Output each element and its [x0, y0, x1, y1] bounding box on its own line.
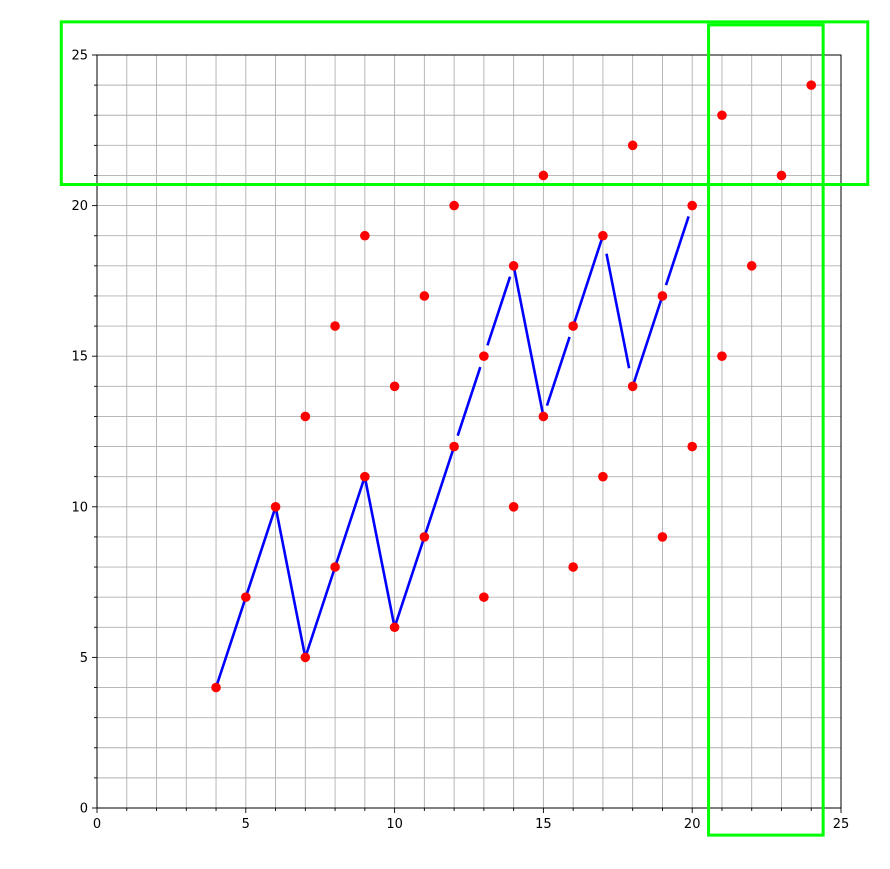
data-point — [598, 471, 608, 482]
data-point — [211, 682, 221, 693]
x-tick-label: 25 — [833, 817, 850, 832]
data-point — [687, 200, 697, 211]
data-point — [389, 622, 400, 633]
y-tick-label: 5 — [80, 651, 88, 666]
data-point — [806, 80, 817, 90]
axes — [96, 54, 842, 809]
data-point — [241, 592, 251, 602]
data-point — [717, 110, 727, 121]
data-point — [717, 351, 727, 362]
data-point — [508, 261, 519, 271]
line-segment — [456, 366, 482, 437]
data-point — [538, 170, 549, 181]
x-axis-tick-labels: 0 5 10 15 20 25 — [93, 817, 849, 832]
data-point — [300, 652, 311, 663]
data-point — [479, 351, 489, 362]
data-point — [300, 411, 311, 422]
data-point — [360, 471, 370, 482]
scatter-points — [211, 80, 817, 693]
data-point — [657, 291, 668, 301]
data-point — [330, 562, 340, 572]
data-point — [776, 170, 787, 181]
data-point — [479, 592, 489, 602]
highlight-box — [59, 20, 870, 187]
x-tick-label: 15 — [535, 817, 552, 832]
grid-lines — [96, 54, 842, 809]
data-point — [330, 321, 340, 331]
data-point — [657, 532, 668, 542]
x-tick-label: 10 — [386, 817, 403, 832]
data-point — [538, 411, 549, 422]
data-point — [568, 562, 578, 572]
line-segment — [631, 295, 664, 387]
y-tick-label: 25 — [71, 49, 88, 64]
line-segment — [571, 235, 605, 327]
line-segment — [512, 265, 545, 417]
line-segment — [605, 253, 631, 369]
data-point — [449, 441, 459, 452]
data-point — [627, 140, 638, 151]
line-segment — [486, 276, 512, 346]
data-point — [360, 230, 370, 241]
x-tick-label: 20 — [684, 817, 701, 832]
line-segment — [664, 216, 690, 286]
line-segment — [545, 336, 571, 407]
highlight-box — [707, 23, 825, 837]
data-point — [598, 230, 608, 241]
data-point — [449, 200, 459, 211]
tick-marks — [92, 54, 842, 813]
x-tick-label: 0 — [93, 817, 101, 832]
data-point — [419, 532, 430, 542]
data-point — [270, 502, 281, 512]
data-point — [746, 261, 757, 271]
data-point — [627, 381, 638, 392]
data-point — [687, 441, 697, 452]
data-point — [568, 321, 578, 331]
data-point — [419, 291, 430, 301]
data-point — [508, 502, 519, 512]
y-tick-label: 0 — [80, 802, 88, 817]
y-tick-label: 20 — [71, 199, 88, 214]
y-tick-label: 15 — [71, 350, 88, 365]
data-point — [389, 381, 400, 392]
highlight-boxes — [59, 20, 870, 837]
y-axis-tick-labels: 0 5 10 15 20 25 — [71, 49, 88, 817]
y-tick-label: 10 — [71, 500, 88, 515]
plot-frame — [96, 54, 842, 809]
x-tick-label: 5 — [242, 817, 250, 832]
